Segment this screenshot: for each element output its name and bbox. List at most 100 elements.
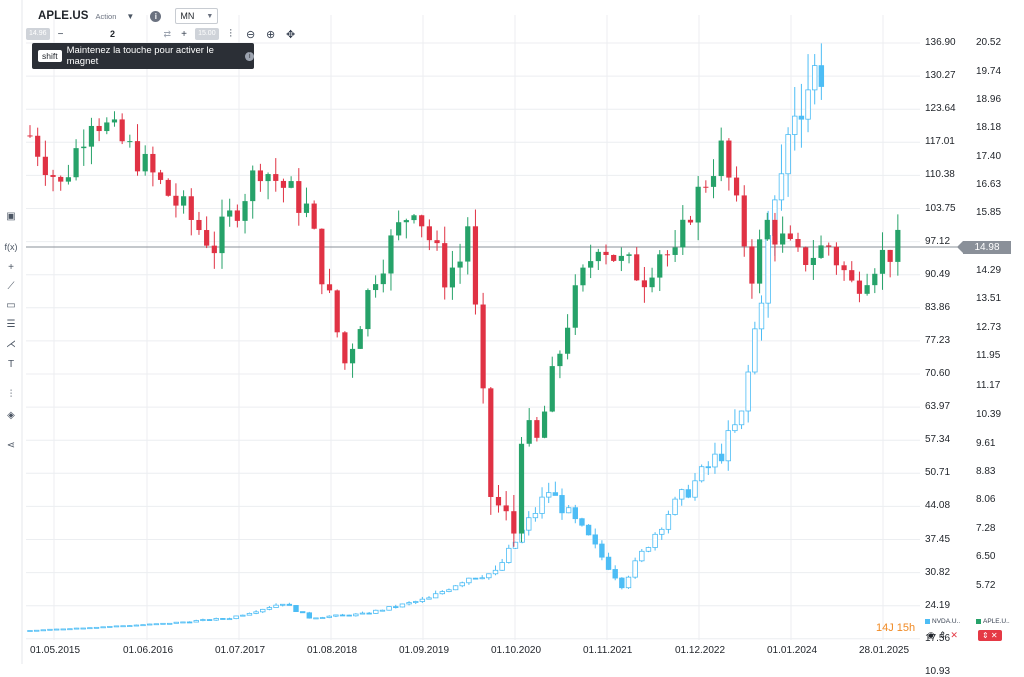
eye-icon[interactable]: ◉ [927, 630, 935, 640]
overlay-candle [692, 480, 698, 498]
overlay-candle [612, 569, 618, 579]
candle-body [580, 267, 586, 286]
price-label-left: 16.63 [976, 179, 1002, 190]
line-tool-icon[interactable]: ⟋ [7, 281, 15, 292]
share-icon[interactable]: ⋖ [6, 440, 16, 451]
symbol-name[interactable]: APLE.US [38, 10, 89, 22]
swap-icon[interactable]: ⇄ [163, 28, 172, 39]
overlay-candle [446, 589, 452, 592]
price-label-left: 20.52 [976, 37, 1002, 48]
price-label-right: 24.19 [925, 599, 951, 611]
candle-body [373, 284, 379, 291]
zoom-out-icon[interactable]: ⊖ [246, 28, 256, 41]
overlay-candle [419, 598, 426, 602]
text-tool-icon[interactable]: T [7, 359, 15, 370]
function-icon[interactable]: f(x) [4, 242, 18, 252]
overlay-candle [353, 613, 359, 617]
overlay-candle [645, 547, 652, 552]
overlay-candle [632, 560, 638, 578]
quantity-stepper[interactable]: − 2 ⇄ + [54, 29, 192, 40]
zoom-in-icon[interactable]: ⊕ [266, 28, 276, 41]
overlay-candle [725, 430, 731, 462]
candle-body [856, 280, 863, 294]
overlay-candle [526, 517, 532, 531]
overlay-candle [592, 534, 598, 545]
overlay-candle [546, 492, 552, 498]
legend-nvda[interactable]: NVDA.U.. [925, 618, 960, 625]
candle-body [357, 329, 363, 349]
overlay-candle [778, 173, 785, 201]
overlay-candle [107, 626, 113, 628]
overlay-candle [273, 604, 279, 608]
candle-body [795, 239, 801, 248]
price-label-left: 9.61 [976, 438, 996, 449]
candle-body [196, 219, 202, 231]
close-icon[interactable]: ✕ [950, 630, 958, 640]
overlay-candle [47, 628, 53, 631]
candle-body [595, 251, 601, 262]
candle-body [334, 290, 340, 333]
chart-grid [26, 15, 920, 640]
candle-body [96, 125, 102, 132]
candle-body [803, 247, 809, 265]
candle-body [641, 280, 647, 288]
sell-price-pill[interactable]: 14.96 [26, 28, 50, 40]
candle-body [127, 141, 133, 143]
minus-button[interactable]: − [57, 28, 64, 40]
layers-icon[interactable]: ◈ [7, 410, 15, 421]
time-label: 28.01.2025 [859, 645, 910, 656]
candle-body [65, 177, 71, 182]
candle-body [611, 254, 617, 261]
crosshair-icon[interactable]: + [8, 262, 14, 273]
shift-key-label: shift [38, 50, 62, 62]
panel-icon[interactable]: ▣ [6, 211, 16, 222]
aple-controls-badge[interactable]: ⇕ ✕ [978, 630, 1002, 641]
candle-body [442, 243, 448, 288]
reorder-icon[interactable]: ⇕ [938, 630, 947, 640]
price-label-left: 11.17 [976, 380, 1001, 391]
legend-aple[interactable]: APLE.U.. [976, 618, 1010, 625]
overlay-candle [67, 628, 73, 631]
overlay-candle [499, 562, 505, 571]
price-label-right: 123.64 [925, 103, 956, 115]
overlay-candle [785, 134, 791, 175]
overlay-candle [619, 577, 625, 589]
pitchfork-tool-icon[interactable]: ⋌ [6, 339, 16, 350]
overlay-candle [93, 626, 100, 629]
candle-body [419, 215, 425, 227]
overlay-candle [792, 115, 798, 135]
candle-body [273, 174, 279, 181]
overlay-candle [346, 614, 352, 617]
timeframe-select[interactable]: MN ▼ [175, 8, 219, 24]
move-icon[interactable]: ✥ [286, 28, 296, 41]
overlay-candle [406, 602, 412, 605]
overlay-candle [306, 612, 312, 619]
info-icon[interactable]: i [150, 10, 162, 22]
candle-body [526, 420, 532, 444]
overlay-candle [166, 622, 173, 625]
candle-body [457, 261, 463, 268]
time-label: 01.01.2024 [767, 645, 818, 656]
overlay-candle [266, 607, 273, 610]
fibonacci-tool-icon[interactable]: ☰ [6, 319, 16, 330]
quantity-value[interactable]: 2 [110, 29, 116, 39]
candle-body [733, 177, 740, 196]
chevron-down-icon[interactable]: ▼ [126, 11, 135, 21]
candle-type-icon[interactable]: ⫶ [229, 27, 232, 40]
price-label-right: 90.49 [925, 268, 951, 280]
price-label-left: 5.72 [976, 580, 996, 591]
plus-button[interactable]: + [181, 28, 187, 40]
indicators-icon[interactable]: ⫶ [9, 389, 13, 400]
candle-body [73, 148, 79, 178]
buy-price-pill[interactable]: 15.00 [195, 28, 219, 40]
candle-body [242, 201, 248, 221]
candle-body [626, 254, 632, 256]
candle-body [726, 140, 732, 178]
candle-body [265, 174, 271, 182]
overlay-candle [745, 371, 751, 412]
candle-body [818, 245, 824, 258]
price-label-right: 44.08 [925, 500, 951, 512]
candle-body [142, 153, 148, 172]
rectangle-tool-icon[interactable]: ▭ [6, 300, 16, 311]
